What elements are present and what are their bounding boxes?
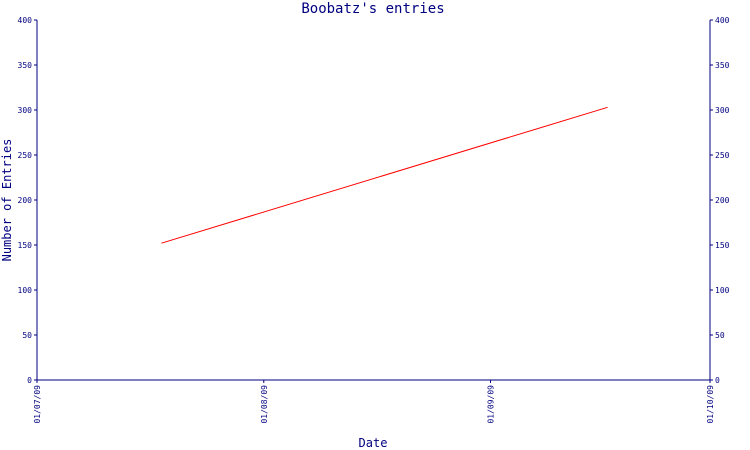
chart-title: Boobatz's entries [301, 1, 444, 17]
plot-area: 0 0 50 50 100 100 150 150 200 200 250 250 300 300 350 3… [18, 16, 730, 424]
x-tick-label: 01/09/09 [487, 385, 496, 424]
y-tick-label-right: 400 [715, 16, 730, 25]
y-tick-label-left: 0 [27, 376, 32, 385]
series-line-0 [161, 106, 608, 244]
y-tick-label-right: 100 [715, 286, 730, 295]
x-axis-label: Date [359, 436, 388, 450]
y-tick-label-right: 150 [715, 241, 730, 250]
y-tick-label-left: 200 [18, 196, 33, 205]
y-tick-label-left: 50 [22, 331, 32, 340]
y-tick-label-left: 150 [18, 241, 33, 250]
x-tick-label: 01/07/09 [33, 385, 42, 424]
y-tick-label-right: 50 [715, 331, 725, 340]
y-tick-label-right: 350 [715, 61, 730, 70]
y-tick-label-left: 100 [18, 286, 33, 295]
y-axis-label: Number of Entries [0, 139, 14, 262]
x-tick-label: 01/10/09 [706, 385, 715, 424]
y-tick-label-left: 250 [18, 151, 33, 160]
y-tick-label-left: 400 [18, 16, 33, 25]
x-tick-label: 01/08/09 [260, 385, 269, 424]
y-tick-label-right: 200 [715, 196, 730, 205]
y-tick-label-right: 300 [715, 106, 730, 115]
y-tick-label-left: 300 [18, 106, 33, 115]
y-tick-label-right: 250 [715, 151, 730, 160]
y-tick-label-left: 350 [18, 61, 33, 70]
y-tick-label-right: 0 [715, 376, 720, 385]
